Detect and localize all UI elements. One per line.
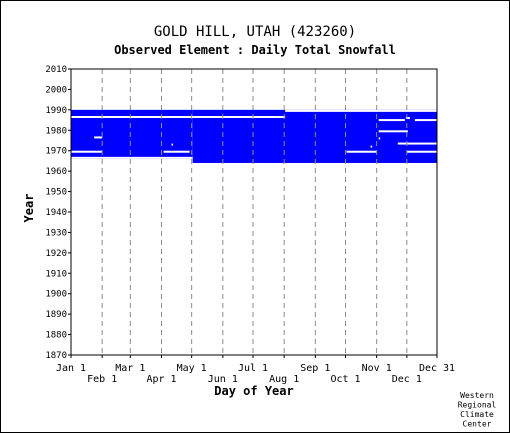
x-tick-label: Feb 1 bbox=[87, 374, 117, 385]
y-tick-label: 1980 bbox=[45, 126, 67, 136]
y-tick-label: 1970 bbox=[45, 147, 67, 157]
y-tick-label: 1920 bbox=[45, 249, 67, 259]
missing-segment bbox=[378, 119, 405, 122]
missing-segment bbox=[163, 150, 190, 153]
missing-segment bbox=[378, 130, 408, 133]
data-layer bbox=[71, 109, 437, 163]
y-tick-label: 1960 bbox=[45, 167, 67, 177]
missing-segment bbox=[94, 136, 103, 139]
x-axis-ticks: Jan 1 Mar 1 May 1 Jul 1 Sep 1 Nov 1 Dec 31 Feb … bbox=[56, 355, 455, 385]
x-tick-label: Mar 1 bbox=[115, 363, 145, 374]
missing-segment bbox=[346, 150, 377, 153]
credit-line: Climate bbox=[460, 410, 494, 419]
x-tick-label: Oct 1 bbox=[330, 374, 360, 385]
missing-segment bbox=[378, 137, 381, 140]
y-tick-label: 1910 bbox=[45, 269, 67, 279]
y-axis-label: Year bbox=[22, 194, 36, 223]
y-tick-label: 1990 bbox=[45, 106, 67, 116]
y-tick-label: 1890 bbox=[45, 310, 67, 320]
y-tick-label: 1930 bbox=[45, 228, 67, 238]
chart-title: GOLD HILL, UTAH (423260) bbox=[153, 24, 357, 40]
chart-subtitle: Observed Element : Daily Total Snowfall bbox=[114, 43, 396, 57]
data-block bbox=[192, 109, 437, 163]
x-axis-label: Day of Year bbox=[214, 384, 293, 398]
credit-line: Western bbox=[460, 391, 494, 400]
missing-segment bbox=[370, 145, 373, 148]
x-tick-label: May 1 bbox=[177, 363, 207, 374]
missing-segment bbox=[285, 109, 437, 112]
missing-segment bbox=[414, 119, 437, 122]
credit-line: Center bbox=[463, 420, 492, 429]
x-tick-label: Aug 1 bbox=[269, 374, 299, 385]
y-tick-label: 1900 bbox=[45, 290, 67, 300]
missing-segment bbox=[406, 150, 437, 153]
y-tick-label: 1940 bbox=[45, 208, 67, 218]
x-tick-label: Jan 1 bbox=[56, 363, 86, 374]
missing-segment bbox=[71, 156, 193, 159]
x-tick-label: Dec 1 bbox=[392, 374, 422, 385]
x-tick-label: Apr 1 bbox=[146, 374, 176, 385]
missing-segment bbox=[405, 117, 410, 120]
y-axis-ticks: 1870 1880 1890 1900 1910 1920 1930 1940 1950 1960… bbox=[45, 65, 71, 361]
grid-layer bbox=[101, 69, 408, 355]
data-block bbox=[71, 109, 193, 159]
y-tick-label: 2000 bbox=[45, 85, 67, 95]
x-tick-label: Jul 1 bbox=[238, 363, 268, 374]
missing-segment bbox=[71, 150, 103, 153]
missing-segment bbox=[171, 143, 174, 146]
y-tick-label: 2010 bbox=[45, 65, 67, 75]
x-tick-label: Jun 1 bbox=[208, 374, 238, 385]
y-tick-label: 1950 bbox=[45, 188, 67, 198]
credit-line: Regional bbox=[458, 401, 497, 410]
x-tick-label: Nov 1 bbox=[362, 363, 392, 374]
y-tick-label: 1880 bbox=[45, 331, 67, 341]
y-tick-label: 1870 bbox=[45, 351, 67, 361]
x-tick-label: Dec 31 bbox=[419, 363, 455, 374]
missing-segment bbox=[71, 116, 286, 119]
x-tick-label: Sep 1 bbox=[300, 363, 330, 374]
missing-segment bbox=[397, 142, 437, 145]
